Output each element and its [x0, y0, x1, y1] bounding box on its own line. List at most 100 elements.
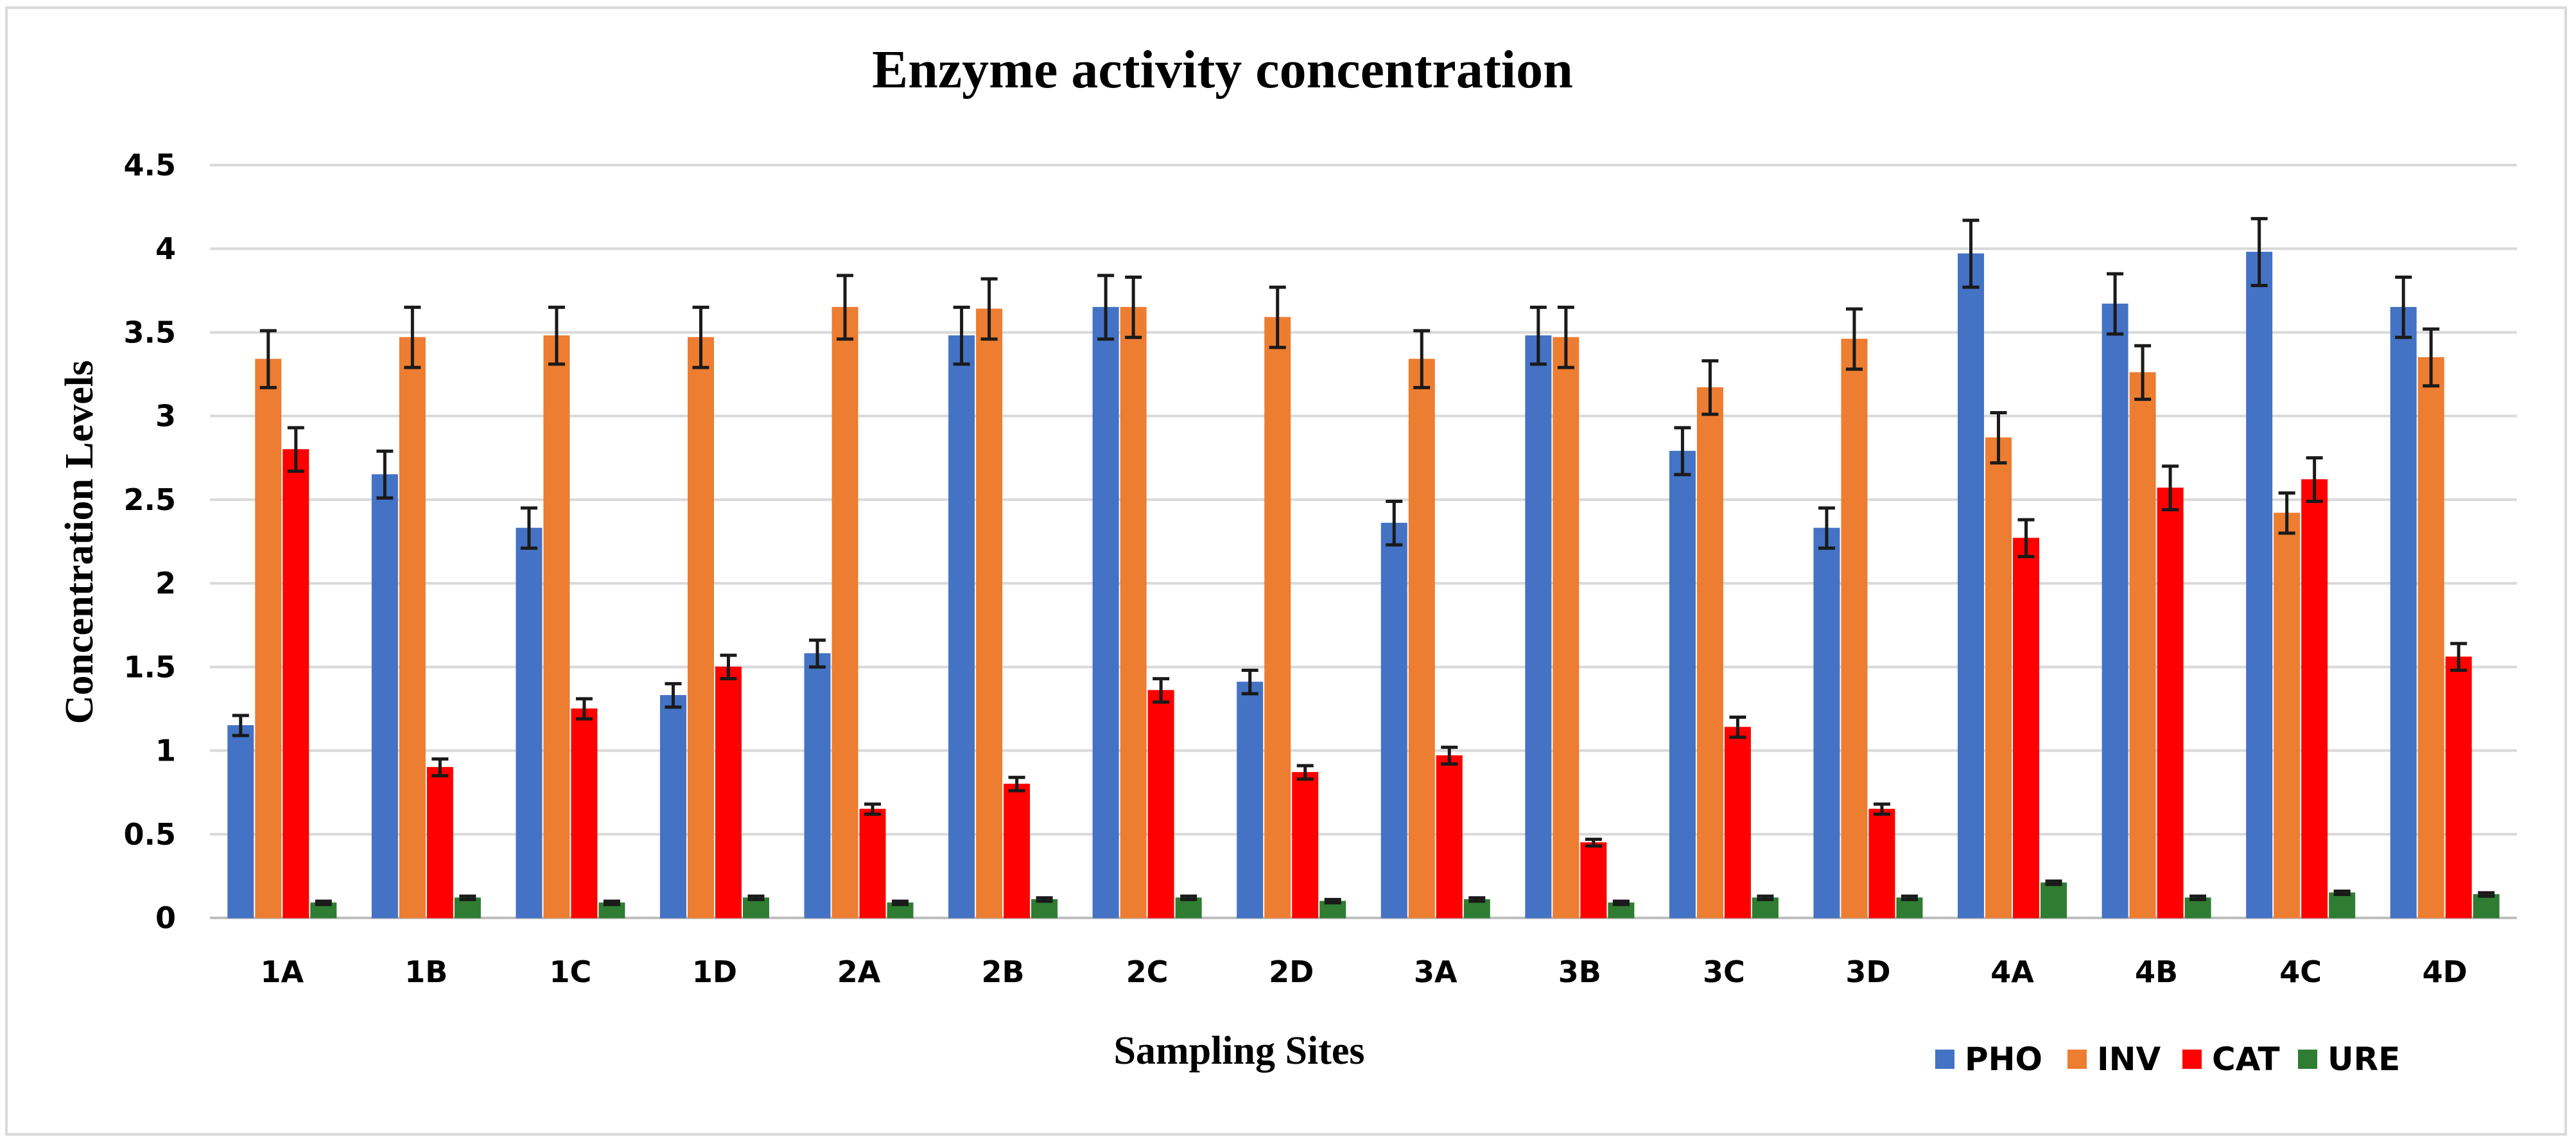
y-tick-label: 2.5	[124, 482, 177, 517]
error-bar-pho-2c	[1097, 274, 1115, 341]
bar-inv-2d	[1264, 317, 1291, 919]
legend: PHO INV CAT URE	[1935, 1041, 2400, 1078]
bar-pho-4b	[2102, 303, 2128, 919]
error-bar-pho-3c	[1674, 426, 1691, 477]
bar-cat-2a	[859, 809, 886, 919]
bar-pho-3a	[1380, 522, 1407, 919]
bar-inv-3d	[1841, 339, 1868, 919]
bar-pho-3d	[1813, 527, 1840, 919]
y-tick-label: 0.5	[124, 817, 177, 852]
error-bar-inv-1a	[259, 329, 277, 389]
x-tick-labels: 1A 1B 1C 1D 2A 2B 2C 2D 3A 3B 3C 3D 4A 4B 4C 4D	[260, 955, 2467, 989]
error-bar-pho-3a	[1386, 499, 1403, 547]
bar-cat-2b	[1004, 784, 1031, 919]
error-bar-cat-2a	[864, 802, 882, 816]
bar-pho-2c	[1092, 306, 1119, 919]
error-bar-cat-2b	[1008, 775, 1025, 793]
error-bar-inv-3d	[1845, 307, 1863, 371]
error-bar-pho-1d	[665, 682, 682, 709]
x-tick-label-2c: 2C	[1126, 955, 1169, 989]
error-bar-cat-4b	[2162, 464, 2179, 512]
error-bar-ure-2d	[1324, 897, 1341, 905]
error-bar-inv-2d	[1269, 285, 1286, 349]
bar-inv-1a	[255, 358, 282, 919]
error-bar-cat-3b	[1585, 838, 1602, 848]
bar-pho-1a	[227, 725, 254, 919]
error-bar-inv-1c	[548, 305, 565, 366]
error-bar-cat-3a	[1441, 745, 1458, 766]
bar-cat-1c	[571, 708, 598, 919]
bar-cat-1d	[715, 666, 742, 919]
bar-cat-3a	[1436, 755, 1463, 919]
bar-inv-4d	[2417, 357, 2444, 919]
bar-cat-1b	[426, 767, 453, 919]
x-tick-label-4d: 4D	[2423, 955, 2467, 989]
error-bar-inv-1b	[404, 305, 421, 369]
error-bar-pho-4d	[2395, 275, 2412, 339]
x-tick-label-1c: 1C	[550, 955, 592, 989]
error-bar-ure-2c	[1180, 894, 1197, 901]
x-tick-label-3c: 3C	[1703, 955, 1745, 989]
error-bar-cat-3c	[1729, 715, 1746, 739]
bar-cat-3b	[1580, 842, 1607, 919]
x-tick-label-2b: 2B	[982, 955, 1025, 989]
error-bar-inv-1d	[692, 305, 709, 369]
error-bar-cat-3d	[1873, 802, 1890, 816]
bar-pho-2d	[1237, 682, 1264, 919]
error-bar-inv-4b	[2134, 344, 2152, 401]
legend-label-pho: PHO	[1965, 1041, 2042, 1078]
y-tick-label: 2	[155, 566, 176, 601]
x-tick-label-4b: 4B	[2135, 955, 2178, 989]
legend-label-cat: CAT	[2212, 1041, 2280, 1078]
error-bar-ure-2b	[1036, 896, 1053, 903]
bar-pho-4c	[2246, 251, 2273, 919]
error-bar-cat-1b	[431, 757, 449, 778]
legend-label-ure: URE	[2328, 1041, 2400, 1078]
error-bar-cat-2c	[1153, 677, 1170, 704]
bar-pho-1b	[371, 474, 398, 919]
error-bar-inv-3a	[1413, 329, 1431, 389]
x-tick-label-1d: 1D	[692, 955, 737, 989]
error-bar-cat-4a	[2017, 518, 2035, 558]
legend-label-inv: INV	[2097, 1041, 2161, 1078]
bar-ure-2d	[1319, 901, 1346, 919]
error-bar-pho-1a	[232, 714, 249, 737]
bar-cat-4d	[2445, 656, 2472, 919]
error-bar-inv-3b	[1557, 305, 1574, 369]
bar-inv-3b	[1553, 337, 1580, 919]
error-bar-ure-2a	[892, 899, 909, 906]
error-bar-pho-3b	[1529, 305, 1547, 366]
bar-inv-3c	[1696, 387, 1723, 919]
bar-cat-4a	[2013, 538, 2040, 919]
bar-inv-1b	[399, 337, 426, 919]
bar-pho-1c	[516, 527, 543, 919]
error-bar-inv-4c	[2278, 491, 2295, 535]
legend-item-cat: CAT	[2182, 1041, 2280, 1078]
x-tick-label-3d: 3D	[1845, 955, 1890, 989]
error-bar-ure-1c	[603, 899, 620, 906]
bars	[227, 251, 2500, 919]
bar-ure-1d	[742, 897, 769, 919]
x-tick-label-1a: 1A	[260, 955, 304, 989]
error-bar-ure-4c	[2333, 889, 2351, 897]
error-bar-pho-2d	[1241, 669, 1258, 696]
error-bar-ure-3a	[1468, 896, 1486, 903]
error-bar-pho-2a	[809, 638, 826, 669]
bar-ure-4b	[2184, 897, 2211, 919]
x-tick-label-3b: 3B	[1558, 955, 1601, 989]
bar-inv-1c	[543, 335, 570, 919]
legend-item-ure: URE	[2298, 1041, 2400, 1078]
error-bar-inv-2b	[980, 277, 998, 341]
bar-cat-4c	[2301, 479, 2328, 919]
error-bar-pho-4b	[2107, 272, 2124, 336]
bar-cat-3d	[1868, 809, 1895, 919]
bar-ure-2c	[1175, 897, 1202, 919]
error-bar-pho-3d	[1818, 506, 1835, 550]
y-tick-label: 1	[155, 734, 176, 768]
y-tick-label: 4	[155, 231, 176, 266]
bar-ure-3c	[1752, 897, 1779, 919]
error-bar-cat-4d	[2450, 642, 2467, 673]
x-tick-label-2d: 2D	[1269, 955, 1314, 989]
error-bar-ure-3b	[1612, 899, 1630, 906]
bar-pho-3b	[1525, 335, 1552, 919]
